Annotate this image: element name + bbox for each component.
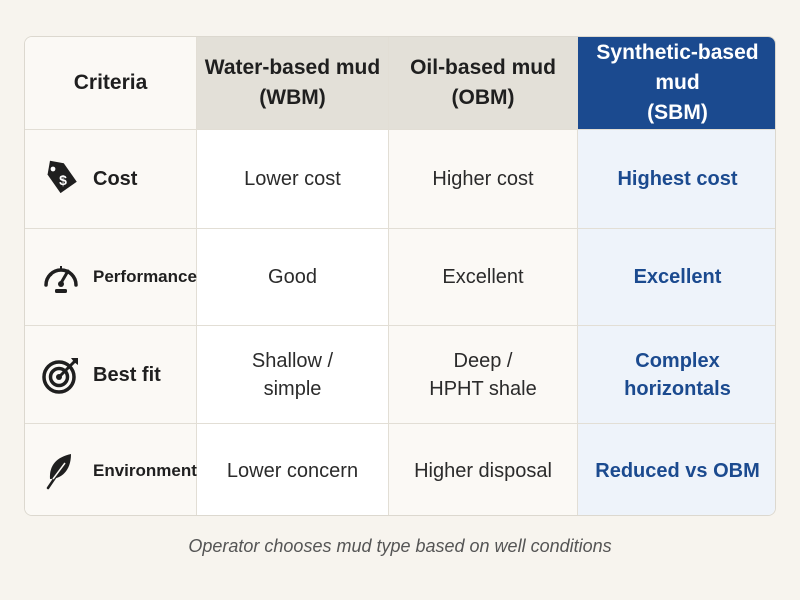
header-sbm-label: Synthetic-based mud (SBM) (584, 38, 771, 128)
cell-performance-wbm-text: Good (268, 266, 317, 288)
cell-best-fit-wbm: Shallow / simple (197, 326, 389, 424)
criteria-cost: $ Cost (25, 130, 197, 229)
price-tag-dollar-icon: $ (41, 159, 81, 199)
cell-cost-obm: Higher cost (389, 130, 578, 229)
header-criteria: Criteria (25, 37, 197, 130)
target-arrow-icon (41, 355, 81, 395)
cell-performance-obm-text: Excellent (442, 266, 524, 288)
criteria-best-fit-label: Best fit (93, 363, 161, 386)
header-wbm-line-1: Water-based mud (204, 56, 381, 79)
cell-best-fit-sbm: Complex horizontals (578, 326, 775, 424)
cell-cost-sbm: Highest cost (578, 130, 775, 229)
cell-best-fit-obm-text: Deep / HPHT shale (429, 347, 536, 403)
speedometer-icon (41, 257, 81, 297)
header-sbm: Synthetic-based mud (SBM) (578, 37, 775, 130)
cell-environmental-obm: Higher disposal (389, 424, 578, 515)
criteria-environmental: Environmental (25, 424, 211, 515)
cell-environmental-sbm-text: Reduced vs OBM (595, 459, 760, 482)
cell-best-fit-sbm-line-2: horizontals (624, 377, 731, 400)
header-obm-line-2: (OBM) (451, 86, 515, 109)
leaf-icon (41, 451, 81, 491)
cell-performance-sbm: Excellent (578, 229, 775, 326)
cell-cost-wbm: Lower cost (197, 130, 389, 229)
criteria-environmental-label: Environmental (93, 460, 212, 480)
header-wbm-label: Water-based mud (WBM) (205, 53, 380, 113)
cell-best-fit-wbm-text: Shallow / simple (252, 347, 333, 403)
header-sbm-line-2: (SBM) (647, 101, 708, 124)
cell-performance-wbm: Good (197, 229, 389, 326)
header-obm: Oil-based mud (OBM) (389, 37, 578, 130)
header-sbm-line-1: Synthetic-based mud (596, 41, 759, 94)
header-wbm: Water-based mud (WBM) (197, 37, 389, 130)
cell-best-fit-sbm-line-1: Complex (635, 349, 720, 372)
header-criteria-label: Criteria (73, 71, 148, 94)
header-obm-line-1: Oil-based mud (410, 56, 556, 79)
cell-cost-wbm-text: Lower cost (244, 168, 341, 190)
header-obm-label: Oil-based mud (OBM) (410, 53, 556, 113)
header-wbm-line-2: (WBM) (259, 86, 326, 109)
cell-environmental-wbm-text: Lower concern (226, 459, 359, 482)
svg-text:$: $ (59, 172, 67, 188)
criteria-best-fit: Best fit (25, 326, 197, 424)
cell-cost-obm-text: Higher cost (432, 168, 534, 190)
cell-environmental-obm-text: Higher disposal (414, 459, 552, 482)
cell-best-fit-wbm-line-1: Shallow / (251, 349, 334, 372)
comparison-table: Criteria Water-based mud (WBM) Oil-based… (24, 36, 776, 516)
cell-performance-obm: Excellent (389, 229, 578, 326)
cell-best-fit-obm-line-1: Deep / (453, 349, 513, 372)
criteria-cost-label: Cost (93, 168, 138, 190)
cell-best-fit-wbm-line-2: simple (263, 377, 322, 400)
cell-best-fit-obm-line-2: HPHT shale (429, 377, 537, 400)
cell-performance-sbm-text: Excellent (633, 266, 722, 288)
table-caption: Operator chooses mud type based on well … (188, 536, 612, 556)
criteria-performance: Performance (25, 229, 197, 326)
cell-best-fit-sbm-text: Complex horizontals (624, 347, 731, 403)
criteria-performance-label: Performance (93, 267, 197, 286)
cell-environmental-sbm: Reduced vs OBM (578, 424, 775, 515)
cell-environmental-wbm: Lower concern (197, 424, 389, 515)
cell-best-fit-obm: Deep / HPHT shale (389, 326, 578, 424)
cell-cost-sbm-text: Highest cost (617, 168, 738, 190)
